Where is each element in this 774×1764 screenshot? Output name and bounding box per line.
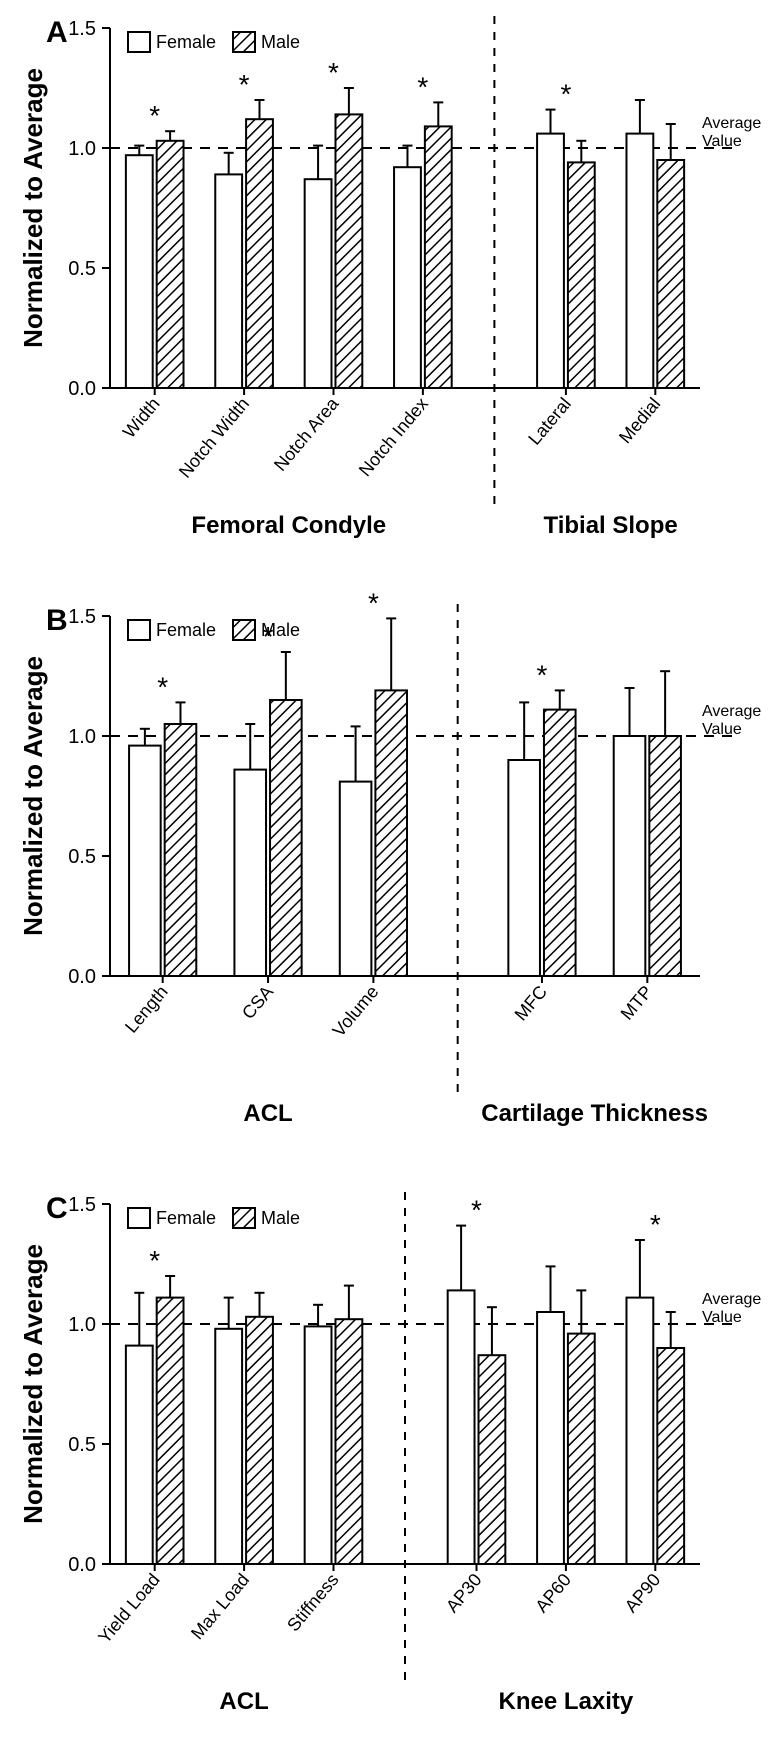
svg-text:*: * (537, 659, 548, 690)
svg-text:*: * (263, 621, 274, 652)
svg-text:Average: Average (702, 115, 761, 132)
panel-b: 0.0 0.5 1.0 1.5 Normalized to Average B Averag… (0, 588, 774, 1176)
svg-text:0.0: 0.0 (68, 966, 96, 988)
svg-text:Value: Value (702, 133, 742, 150)
svg-text:B: B (46, 604, 68, 637)
svg-text:1.0: 1.0 (68, 1314, 96, 1336)
svg-text:Average: Average (702, 703, 761, 720)
svg-text:ACL: ACL (243, 1100, 292, 1127)
svg-text:AP30: AP30 (442, 1570, 486, 1617)
svg-text:Knee Laxity: Knee Laxity (499, 1688, 634, 1715)
svg-text:1.0: 1.0 (68, 138, 96, 160)
svg-text:Max Load: Max Load (187, 1570, 253, 1643)
svg-text:*: * (157, 671, 168, 702)
svg-text:Female: Female (156, 620, 216, 640)
svg-text:1.5: 1.5 (68, 606, 96, 628)
svg-text:*: * (368, 588, 379, 618)
panel-c: 0.0 0.5 1.0 1.5 Normalized to Average C Averag… (0, 1176, 774, 1764)
svg-text:Normalized to Average: Normalized to Average (18, 1244, 48, 1524)
svg-text:AP60: AP60 (531, 1570, 575, 1617)
svg-text:*: * (471, 1195, 482, 1226)
svg-text:ACL: ACL (219, 1688, 268, 1715)
svg-text:1.5: 1.5 (68, 1194, 96, 1216)
svg-text:Notch Area: Notch Area (270, 393, 343, 475)
svg-text:Length: Length (121, 982, 172, 1037)
svg-text:Female: Female (156, 1208, 216, 1228)
svg-text:*: * (328, 57, 339, 88)
svg-text:MTP: MTP (617, 982, 657, 1024)
svg-text:C: C (46, 1192, 68, 1225)
svg-text:Female: Female (156, 32, 216, 52)
svg-text:Male: Male (261, 1208, 300, 1228)
svg-text:Volume: Volume (329, 982, 383, 1041)
svg-text:0.5: 0.5 (68, 846, 96, 868)
svg-text:1.5: 1.5 (68, 18, 96, 40)
svg-text:*: * (149, 1245, 160, 1276)
svg-text:A: A (46, 16, 68, 49)
svg-text:Yield Load: Yield Load (94, 1570, 164, 1648)
svg-text:Value: Value (702, 1309, 742, 1326)
svg-text:Width: Width (119, 394, 164, 442)
svg-text:CSA: CSA (238, 982, 277, 1023)
svg-text:Male: Male (261, 32, 300, 52)
svg-text:0.5: 0.5 (68, 258, 96, 280)
svg-text:Tibial Slope: Tibial Slope (543, 512, 677, 539)
svg-text:Value: Value (702, 721, 742, 738)
svg-text:*: * (239, 69, 250, 100)
svg-text:Cartilage Thickness: Cartilage Thickness (481, 1100, 708, 1127)
svg-text:AP90: AP90 (621, 1570, 665, 1617)
svg-text:Normalized to Average: Normalized to Average (18, 656, 48, 936)
svg-text:Lateral: Lateral (524, 394, 575, 449)
svg-text:0.5: 0.5 (68, 1434, 96, 1456)
panel-a: 0.0 0.5 1.0 1.5 Normalized to Average A Averag… (0, 0, 774, 588)
svg-text:*: * (650, 1209, 661, 1240)
svg-text:Notch Index: Notch Index (355, 394, 432, 480)
svg-text:0.0: 0.0 (68, 378, 96, 400)
svg-text:Average: Average (702, 1291, 761, 1308)
svg-text:*: * (149, 100, 160, 131)
svg-text:1.0: 1.0 (68, 726, 96, 748)
svg-text:Medial: Medial (615, 394, 664, 447)
svg-text:*: * (417, 71, 428, 102)
figure-container: 0.0 0.5 1.0 1.5 Normalized to Average A Averag… (0, 0, 774, 1764)
svg-text:*: * (560, 79, 571, 110)
svg-text:MFC: MFC (511, 982, 551, 1025)
svg-text:Normalized to Average: Normalized to Average (18, 68, 48, 348)
svg-text:Stiffness: Stiffness (283, 1570, 342, 1635)
svg-text:Femoral Condyle: Femoral Condyle (191, 512, 386, 539)
svg-text:0.0: 0.0 (68, 1554, 96, 1576)
svg-text:Notch Width: Notch Width (175, 394, 253, 482)
